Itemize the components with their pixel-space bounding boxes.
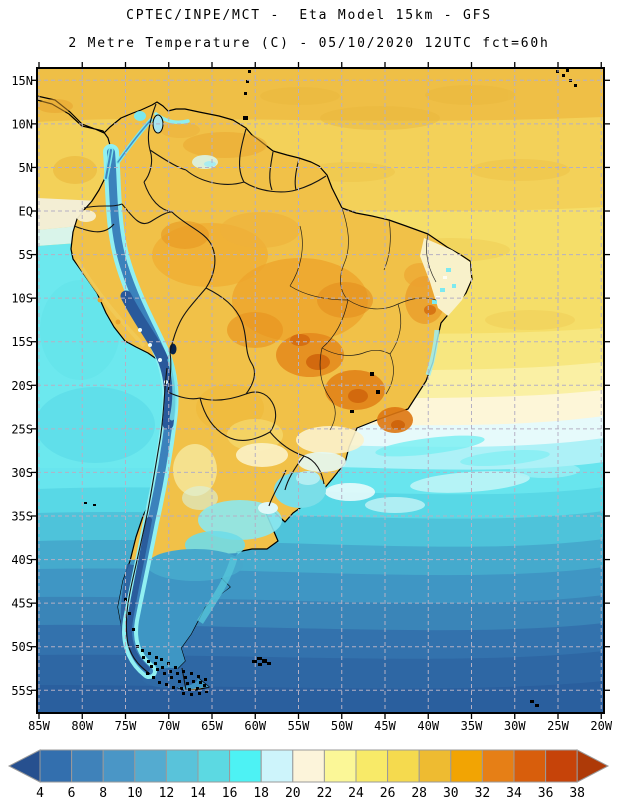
longitude-axis: 85W 80W 75W 70W 65W 60W 55W 50W 45W 40W 35W 30W 25W 2… xyxy=(28,719,613,733)
lon-label: 25W xyxy=(547,719,569,733)
colorbar-segment xyxy=(513,749,547,783)
colorbar-segment xyxy=(545,749,578,783)
colorbar-tick-label: 4 xyxy=(36,786,44,800)
lon-label: 65W xyxy=(201,719,223,733)
lat-label: 45S xyxy=(11,597,33,611)
lat-label: 15S xyxy=(11,335,33,349)
colorbar-tick-label: 26 xyxy=(380,786,396,800)
colorbar-segment xyxy=(197,749,231,783)
lat-label: 50S xyxy=(11,640,33,654)
colorbar-tick-label: 12 xyxy=(159,786,175,800)
lon-label: 80W xyxy=(71,719,93,733)
map-title: CPTEC/INPE/MCT - Eta Model 15km - GFS xyxy=(126,8,492,23)
colorbar-tick-label: 34 xyxy=(506,786,522,800)
colorbar-tick-label: 24 xyxy=(348,786,364,800)
colorbar-segment xyxy=(165,749,199,783)
colorbar-segment xyxy=(355,749,389,783)
lon-label: 55W xyxy=(288,719,310,733)
colorbar-tick-label: 8 xyxy=(99,786,107,800)
lon-label: 30W xyxy=(504,719,526,733)
colorbar-tick-label: 36 xyxy=(538,786,554,800)
colorbar-segment xyxy=(260,749,294,783)
lat-label: 10N xyxy=(11,117,33,131)
lat-label: 30S xyxy=(11,466,33,480)
colorbar-segment xyxy=(418,749,452,783)
colorbar-segment xyxy=(481,749,515,783)
lon-label: 40W xyxy=(417,719,439,733)
colorbar-segment xyxy=(387,749,420,783)
lat-label: 35S xyxy=(11,510,33,524)
lon-label: 45W xyxy=(374,719,396,733)
colorbar-segment xyxy=(450,749,483,783)
lat-label: 55S xyxy=(11,684,33,698)
colorbar-left-arrow xyxy=(7,749,41,783)
colorbar-tick-label: 18 xyxy=(253,786,269,800)
lat-label: 15N xyxy=(11,74,33,88)
colorbar-tick-label: 16 xyxy=(222,786,238,800)
colorbar-tick-label: 10 xyxy=(127,786,143,800)
country-borders xyxy=(73,103,327,691)
lon-label: 35W xyxy=(461,719,483,733)
colorbar-segment xyxy=(292,749,325,783)
terrain-speckles xyxy=(84,69,577,707)
colorbar-segment xyxy=(39,749,73,783)
latitude-axis: 15N 10N 5N EQ 5S 10S 15S 20S 25S 30S 35S 40S 45S 50S 5… xyxy=(11,74,33,698)
colorbar-tick-label: 30 xyxy=(443,786,459,800)
land-temperature-shading xyxy=(37,99,471,559)
colorbar-tick-label: 20 xyxy=(285,786,301,800)
colorbar-right-arrow xyxy=(576,749,610,783)
lat-label: 40S xyxy=(11,553,33,567)
colorbar-tick-label: 14 xyxy=(190,786,206,800)
lon-label: 70W xyxy=(158,719,180,733)
lat-label: 10S xyxy=(11,292,33,306)
lon-label: 20W xyxy=(590,719,612,733)
colorbar-segment xyxy=(323,749,357,783)
colorbar-tick-label: 38 xyxy=(569,786,585,800)
colorbar-tick-label: 28 xyxy=(411,786,427,800)
lat-label: 25S xyxy=(11,422,33,436)
colorbar-segment xyxy=(102,749,136,783)
lon-label: 75W xyxy=(115,719,137,733)
colorbar-tick-label: 22 xyxy=(317,786,333,800)
colorbar-segment xyxy=(229,749,262,783)
map-raster xyxy=(37,68,604,713)
colorbar-tick-label: 6 xyxy=(68,786,76,800)
colorbar-segment xyxy=(134,749,167,783)
lat-label: 5N xyxy=(19,161,33,175)
map-subtitle: 2 Metre Temperature (C) - 05/10/2020 12U… xyxy=(68,36,550,51)
lon-label: 60W xyxy=(244,719,266,733)
colorbar-tick-label: 32 xyxy=(475,786,491,800)
lon-label: 85W xyxy=(28,719,50,733)
lat-label: 20S xyxy=(11,379,33,393)
temperature-colorbar xyxy=(7,749,610,783)
lat-label: EQ xyxy=(19,205,33,219)
lon-label: 50W xyxy=(331,719,353,733)
colorbar-segment xyxy=(71,749,104,783)
map-frame xyxy=(36,67,605,714)
colorbar-tick-labels: 4 6 8 10 12 14 16 18 20 22 24 26 28 30 32 34 36 38 xyxy=(36,786,585,801)
graticule xyxy=(37,68,604,713)
lat-label: 5S xyxy=(19,248,33,262)
